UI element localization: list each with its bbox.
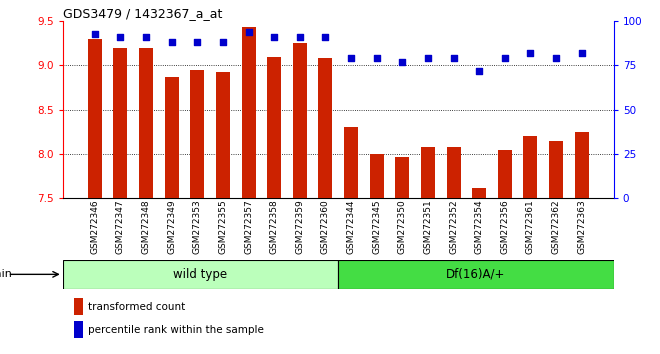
- Point: [525, 50, 536, 56]
- Point: [576, 50, 587, 56]
- Text: Df(16)A/+: Df(16)A/+: [446, 268, 506, 281]
- Point: [422, 56, 433, 61]
- Bar: [164, 77, 179, 198]
- Point: [269, 34, 279, 40]
- Text: GDS3479 / 1432367_a_at: GDS3479 / 1432367_a_at: [63, 7, 222, 20]
- Point: [192, 40, 203, 45]
- Bar: [370, 154, 383, 198]
- Point: [474, 68, 484, 74]
- Bar: [267, 57, 281, 198]
- Bar: [318, 58, 333, 198]
- Bar: [293, 44, 307, 198]
- Point: [500, 56, 510, 61]
- Bar: [63, 260, 338, 289]
- Bar: [139, 48, 153, 198]
- Bar: [190, 70, 205, 198]
- Text: percentile rank within the sample: percentile rank within the sample: [88, 325, 264, 335]
- Bar: [549, 141, 563, 198]
- Text: wild type: wild type: [174, 268, 228, 281]
- Bar: [339, 260, 614, 289]
- Bar: [242, 27, 255, 198]
- Point: [551, 56, 562, 61]
- Bar: [575, 132, 589, 198]
- Point: [346, 56, 356, 61]
- Bar: [216, 72, 230, 198]
- Point: [294, 34, 305, 40]
- Bar: [74, 321, 82, 338]
- Point: [320, 34, 331, 40]
- Bar: [472, 188, 486, 198]
- Bar: [74, 298, 82, 314]
- Text: transformed count: transformed count: [88, 302, 185, 312]
- Bar: [114, 48, 127, 198]
- Point: [115, 34, 125, 40]
- Bar: [88, 39, 102, 198]
- Point: [397, 59, 408, 65]
- Bar: [523, 136, 537, 198]
- Point: [141, 34, 151, 40]
- Point: [218, 40, 228, 45]
- Text: strain: strain: [0, 269, 12, 279]
- Point: [448, 56, 459, 61]
- Point: [90, 31, 100, 36]
- Point: [372, 56, 382, 61]
- Point: [244, 29, 254, 35]
- Bar: [498, 150, 512, 198]
- Bar: [395, 157, 409, 198]
- Bar: [344, 127, 358, 198]
- Bar: [447, 147, 461, 198]
- Point: [166, 40, 177, 45]
- Bar: [421, 147, 435, 198]
